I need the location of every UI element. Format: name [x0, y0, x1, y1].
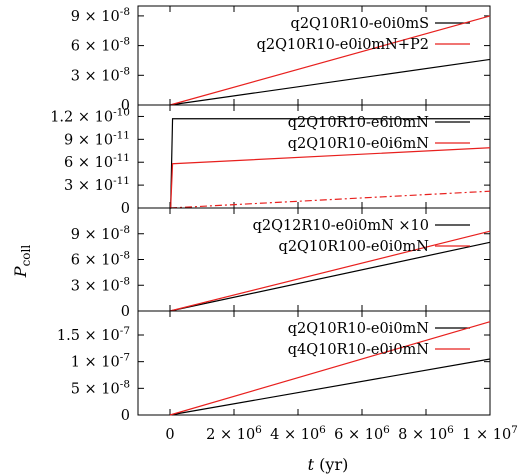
y-tick-label: 0 [121, 98, 130, 114]
x-tick-label: 4 × 106 [270, 424, 326, 443]
legend-label: q2Q10R10-e0i0mS [291, 16, 429, 32]
y-tick-label: 9 × 10-11 [64, 129, 130, 148]
panel-2: 0 3 × 10-11 6 × 10-11 9 × 10-11 1.2 × 10-10 q… [50, 104, 491, 217]
x-axis-label: t (yr) [308, 455, 349, 474]
y-tick-label: 9 × 10-8 [71, 6, 130, 25]
y-axis-label: Pcoll [11, 245, 33, 279]
y-tick-label: 0 [121, 304, 130, 320]
y-tick-label: 6 × 10-11 [64, 152, 130, 171]
y-tick-label: 0 [121, 201, 130, 217]
x-tick-label: 8 × 106 [398, 424, 454, 443]
panel-frame [137, 310, 491, 416]
y-tick-label: 1.2 × 10-10 [50, 106, 130, 125]
panel-3: 0 3 × 10-8 6 × 10-8 9 × 10-8 q2Q12R10-e0i0mN… [71, 207, 491, 320]
legend-label: q4Q10R10-e0i0mN [288, 342, 430, 358]
series-line [169, 241, 491, 312]
legend-label: q2Q12R10-e0i0mN ×10 [253, 218, 429, 234]
series-line [169, 15, 491, 106]
y-tick-label: 0 [121, 408, 130, 424]
series-line [169, 190, 491, 209]
y-tick-label: 9 × 10-8 [71, 224, 130, 243]
y-tick-label: 6 × 10-8 [71, 36, 130, 55]
x-tick-label: 0 [165, 427, 174, 443]
legend-label: q2Q10R10-e6i0mN [288, 115, 430, 131]
y-tick-label: 5 × 10-8 [71, 378, 130, 397]
series-line [169, 58, 491, 106]
x-tick-label: 2 × 106 [206, 424, 262, 443]
series-line [169, 230, 491, 312]
legend-label: q2Q10R10-e0i0mN [288, 321, 430, 337]
series-line [170, 118, 490, 209]
panel-4: 0 5 × 10-8 1 × 10-7 1.5 × 10-7 q2Q10R10-e0i0… [57, 310, 518, 443]
y-tick-label: 1.5 × 10-7 [57, 325, 130, 344]
y-tick-label: 6 × 10-8 [71, 250, 130, 269]
y-tick-label: 3 × 10-8 [71, 275, 130, 294]
series-line [169, 358, 491, 416]
x-tick-label: 1 × 107 [462, 424, 518, 443]
series-line [169, 321, 491, 416]
y-tick-label: 1 × 10-7 [71, 352, 130, 371]
panel-1: 0 3 × 10-8 6 × 10-8 9 × 10-8 q2Q10R10-e0i0mS… [71, 5, 491, 114]
series-line [170, 147, 491, 209]
y-tick-label: 3 × 10-8 [71, 65, 130, 84]
y-tick-label: 3 × 10-11 [64, 175, 130, 194]
legend-label: q2Q10R10-e0i6mN [288, 136, 430, 152]
x-tick-label: 6 × 106 [334, 424, 390, 443]
legend-label: q2Q10R100-e0i0mN [279, 239, 430, 255]
legend-label: q2Q10R10-e0i0mN+P2 [257, 37, 429, 53]
